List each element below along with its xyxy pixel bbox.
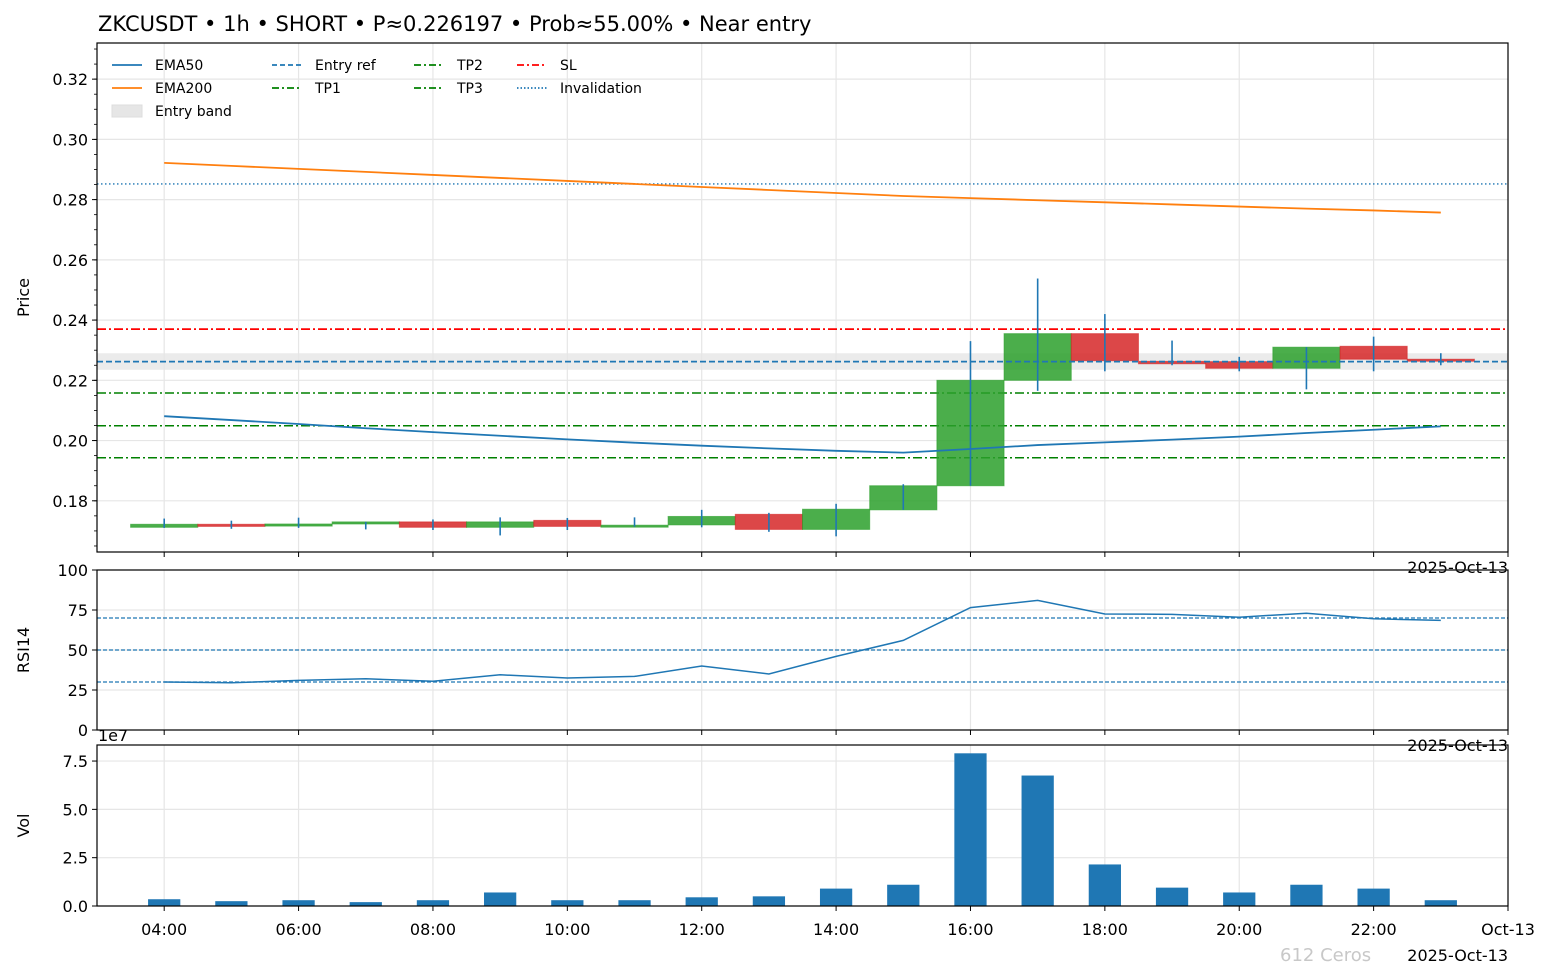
- date-label: 2025-Oct-13: [1407, 946, 1508, 965]
- ema50-line: [164, 415, 1441, 454]
- volume-bar: [1424, 900, 1457, 906]
- x-tick-label: 22:00: [1351, 920, 1397, 939]
- legend-label: EMA200: [155, 81, 212, 97]
- volume-bar: [282, 900, 315, 906]
- legend-label: TP3: [456, 81, 483, 97]
- y-tick-label: 0.32: [52, 70, 88, 89]
- y-tick-label: 0: [78, 721, 88, 740]
- rsi-panel: 0 25 50 75 100 RSI14 2025-Oct-13: [14, 561, 1509, 755]
- legend: EMA50 Entry ref TP2 SL EMA200 TP1 TP3 Invalidat…: [111, 58, 642, 120]
- volume-bar: [1088, 864, 1121, 906]
- y-tick-label: 75: [68, 601, 88, 620]
- legend-label: TP2: [456, 58, 483, 74]
- legend-label: EMA50: [155, 58, 203, 74]
- volume-bar: [484, 892, 517, 906]
- volume-bar: [685, 897, 718, 906]
- y-tick-label: 0.18: [52, 492, 88, 511]
- y-axis-label: Vol: [14, 814, 33, 838]
- volume-bar: [416, 900, 450, 906]
- legend-label: TP1: [314, 81, 341, 97]
- volume-panel: 0.0 2.5 5.0 7.5 Vol 1e7 04:00 06:00 08:00 10:00 12…: [14, 726, 1535, 965]
- watermark: 612 Ceros: [1280, 945, 1371, 966]
- x-tick-label: 06:00: [276, 920, 322, 939]
- y-tick-label: 0.22: [52, 371, 88, 390]
- x-tick-label: 04:00: [141, 920, 187, 939]
- x-tick-label: 20:00: [1216, 920, 1262, 939]
- x-tick-label: Oct-13: [1481, 920, 1535, 939]
- x-tick-label: 12:00: [679, 920, 725, 939]
- y-tick-label: 2.5: [63, 849, 88, 868]
- volume-bar: [1155, 887, 1189, 906]
- volume-bar: [215, 901, 248, 906]
- legend-swatch-entry-band: [111, 104, 143, 118]
- y-tick-label: 0.26: [52, 251, 88, 270]
- y-axis-label: RSI14: [14, 627, 33, 673]
- x-tick-label: 10:00: [544, 920, 590, 939]
- volume-bar: [819, 888, 853, 906]
- y-tick-label: 0.28: [52, 191, 88, 210]
- volume-bar: [1290, 884, 1323, 906]
- volume-bar: [1021, 775, 1054, 906]
- legend-label: SL: [560, 58, 577, 74]
- y-tick-label: 5.0: [63, 800, 88, 819]
- volume-bar: [349, 902, 382, 906]
- offset-label: 1e7: [98, 726, 128, 745]
- y-tick-label: 0.20: [52, 432, 88, 451]
- y-tick-label: 0.24: [52, 311, 88, 330]
- legend-label: Entry band: [155, 104, 232, 120]
- volume-bar: [954, 753, 987, 906]
- volume-bar: [148, 899, 181, 906]
- y-tick-label: 100: [57, 561, 88, 580]
- volume-bar: [1357, 888, 1390, 906]
- volume-bar: [618, 900, 651, 906]
- volume-bar: [551, 900, 584, 906]
- price-panel: 0.18 0.20 0.22 0.24 0.26 0.28 0.30 0.32 Price 202…: [14, 42, 1509, 577]
- y-tick-label: 0.0: [63, 897, 88, 916]
- rsi-line: [164, 599, 1441, 684]
- y-tick-label: 50: [68, 641, 88, 660]
- x-tick-label: 16:00: [947, 920, 993, 939]
- chart-title: ZKCUSDT • 1h • SHORT • P≈0.226197 • Prob…: [98, 12, 811, 36]
- y-axis-label: Price: [14, 278, 33, 317]
- y-tick-label: 25: [68, 681, 88, 700]
- legend-label: Invalidation: [560, 81, 642, 97]
- x-tick-label: 14:00: [813, 920, 859, 939]
- axes-frame: [96, 744, 1509, 907]
- axes-frame: [96, 42, 1509, 553]
- x-tick-label: 18:00: [1082, 920, 1128, 939]
- volume-bar: [1223, 892, 1256, 906]
- volume-bar: [887, 884, 920, 906]
- y-tick-label: 7.5: [63, 752, 88, 771]
- ema200-line: [164, 161, 1441, 214]
- y-tick-label: 0.30: [52, 130, 88, 149]
- axes-frame: [96, 569, 1509, 731]
- volume-bar: [752, 896, 786, 906]
- date-label: 2025-Oct-13: [1407, 558, 1508, 577]
- x-tick-label: 08:00: [410, 920, 456, 939]
- legend-label: Entry ref: [315, 58, 377, 74]
